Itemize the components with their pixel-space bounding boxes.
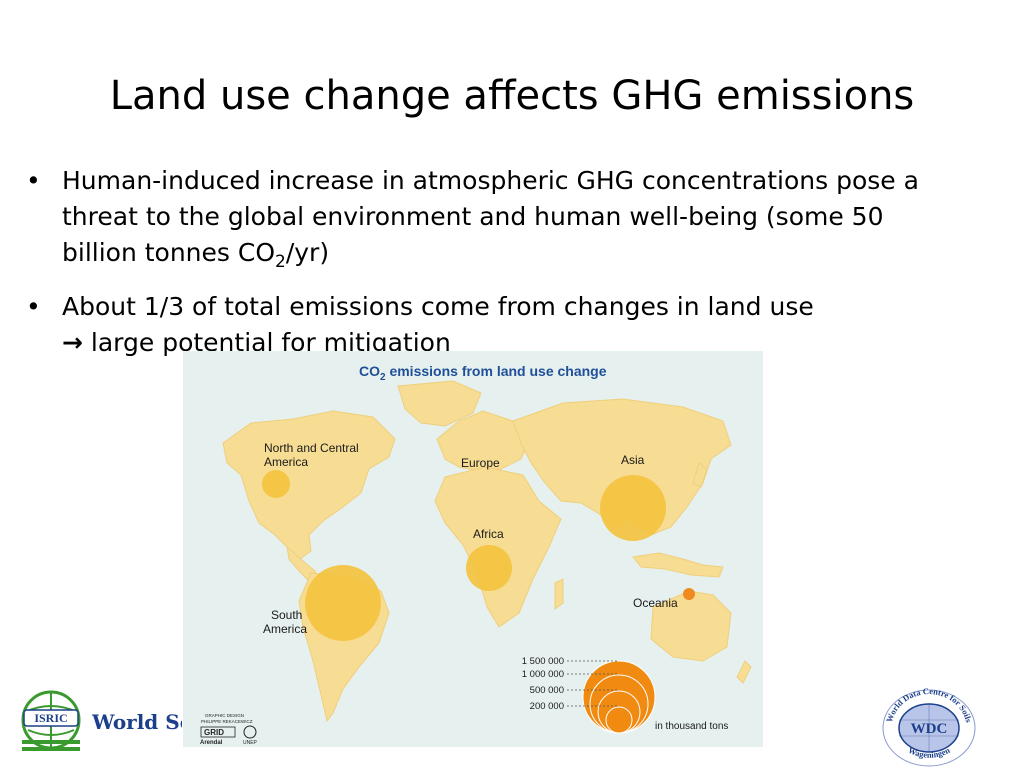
svg-text:UNEP: UNEP <box>243 740 258 746</box>
map-title: CO2 emissions from land use change <box>359 363 607 383</box>
wdc-center-label: WDC <box>911 721 948 737</box>
continents <box>222 380 752 723</box>
world-map-graphic: CO2 emissions from land use change <box>183 351 763 747</box>
bullet-item: • About 1/3 of total emissions come from… <box>24 289 924 361</box>
region-label-asia: Asia <box>621 453 645 467</box>
legend-value: 1 000 000 <box>522 669 564 680</box>
indonesia-shape <box>632 552 724 578</box>
australia-shape <box>650 590 732 662</box>
bullet-list: • Human-induced increase in atmospheric … <box>24 163 924 370</box>
bullet-item: • Human-induced increase in atmospheric … <box>24 163 924 280</box>
north-america-shape <box>222 410 396 562</box>
asia-shape <box>512 398 732 536</box>
region-label-africa: Africa <box>473 527 504 541</box>
svg-text:Arendal: Arendal <box>200 740 223 746</box>
europe-shape <box>436 410 530 472</box>
south-america-bubble <box>305 565 381 641</box>
bullet-dot-icon: • <box>26 166 41 195</box>
wdc-ring-bottom-text: Wageningen <box>907 745 952 760</box>
greenland-shape <box>397 380 482 427</box>
wdc-logo-icon: WDC World Data Centre for Soils Wagening… <box>882 686 976 767</box>
emissions-map: CO2 emissions from land use change <box>183 351 763 747</box>
africa-bubble <box>466 545 512 591</box>
legend-value: 200 000 <box>530 701 564 712</box>
region-label-south-america: South America <box>263 608 307 636</box>
size-legend: 1 500 000 1 000 000 500 000 200 000 in t… <box>522 656 728 734</box>
oceania-bubble <box>683 588 695 600</box>
bullet-text-end: /yr) <box>285 238 330 267</box>
new-zealand-shape <box>736 660 752 684</box>
isric-tagline: World Soil Information <box>92 710 182 734</box>
north-america-bubble <box>262 470 290 498</box>
legend-value: 1 500 000 <box>522 656 564 667</box>
region-label-north-america: North and Central America <box>264 441 359 469</box>
madagascar-shape <box>554 578 564 610</box>
legend-unit: in thousand tons <box>655 721 728 732</box>
svg-text:GRAPHIC DESIGN: GRAPHIC DESIGN <box>205 713 244 718</box>
slide-title: Land use change affects GHG emissions <box>109 73 915 119</box>
japan-shape <box>692 462 708 488</box>
region-label-europe: Europe <box>461 456 500 470</box>
isric-logo-icon: ISRIC <box>21 690 81 751</box>
region-label-oceania: Oceania <box>633 596 678 610</box>
asia-bubble <box>600 475 666 541</box>
bullet-text: About 1/3 of total emissions come from c… <box>62 292 814 321</box>
bullet-text: Human-induced increase in atmospheric GH… <box>62 166 919 267</box>
bullet-subscript: 2 <box>275 252 286 272</box>
isric-label: ISRIC <box>34 711 67 725</box>
legend-value: 500 000 <box>530 685 564 696</box>
svg-text:GRID: GRID <box>204 728 224 737</box>
svg-text:PHILIPPE REKACEWICZ: PHILIPPE REKACEWICZ <box>201 719 253 724</box>
bullet-dot-icon: • <box>26 292 41 321</box>
map-credit: GRAPHIC DESIGN PHILIPPE REKACEWICZ GRID … <box>200 713 258 746</box>
right-arrow-icon: → <box>62 328 83 357</box>
unep-logo-icon <box>243 725 257 739</box>
